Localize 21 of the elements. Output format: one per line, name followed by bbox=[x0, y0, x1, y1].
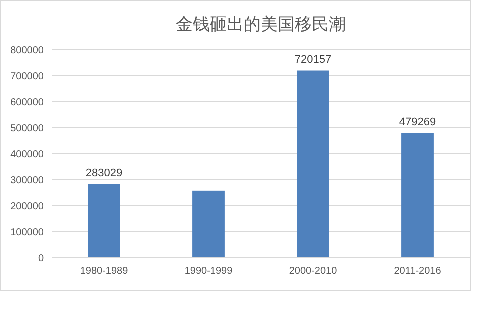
y-tick-label: 500000 bbox=[10, 124, 44, 134]
x-tick-label: 2000-2010 bbox=[289, 266, 338, 277]
bar bbox=[297, 70, 330, 258]
y-tick-label: 800000 bbox=[10, 46, 44, 56]
bar bbox=[192, 190, 225, 258]
data-label: 720157 bbox=[294, 54, 332, 66]
y-tick-label: 400000 bbox=[10, 150, 44, 160]
y-tick-label: 200000 bbox=[10, 202, 44, 212]
chart-title: 金钱砸出的美国移民潮 bbox=[176, 15, 346, 34]
data-label: 479269 bbox=[399, 116, 436, 128]
y-tick-label: 600000 bbox=[10, 98, 44, 108]
y-tick-label: 300000 bbox=[10, 176, 44, 186]
y-tick-label: 100000 bbox=[10, 228, 44, 238]
x-tick-label: 1980-1989 bbox=[80, 266, 129, 277]
bar bbox=[402, 133, 434, 258]
y-tick-label: 0 bbox=[38, 254, 44, 264]
x-tick-label: 1990-1999 bbox=[184, 266, 234, 277]
y-tick-label: 700000 bbox=[10, 72, 44, 82]
x-tick-label: 2011-2016 bbox=[394, 266, 442, 277]
bar bbox=[88, 184, 120, 258]
data-label: 283029 bbox=[86, 167, 123, 180]
